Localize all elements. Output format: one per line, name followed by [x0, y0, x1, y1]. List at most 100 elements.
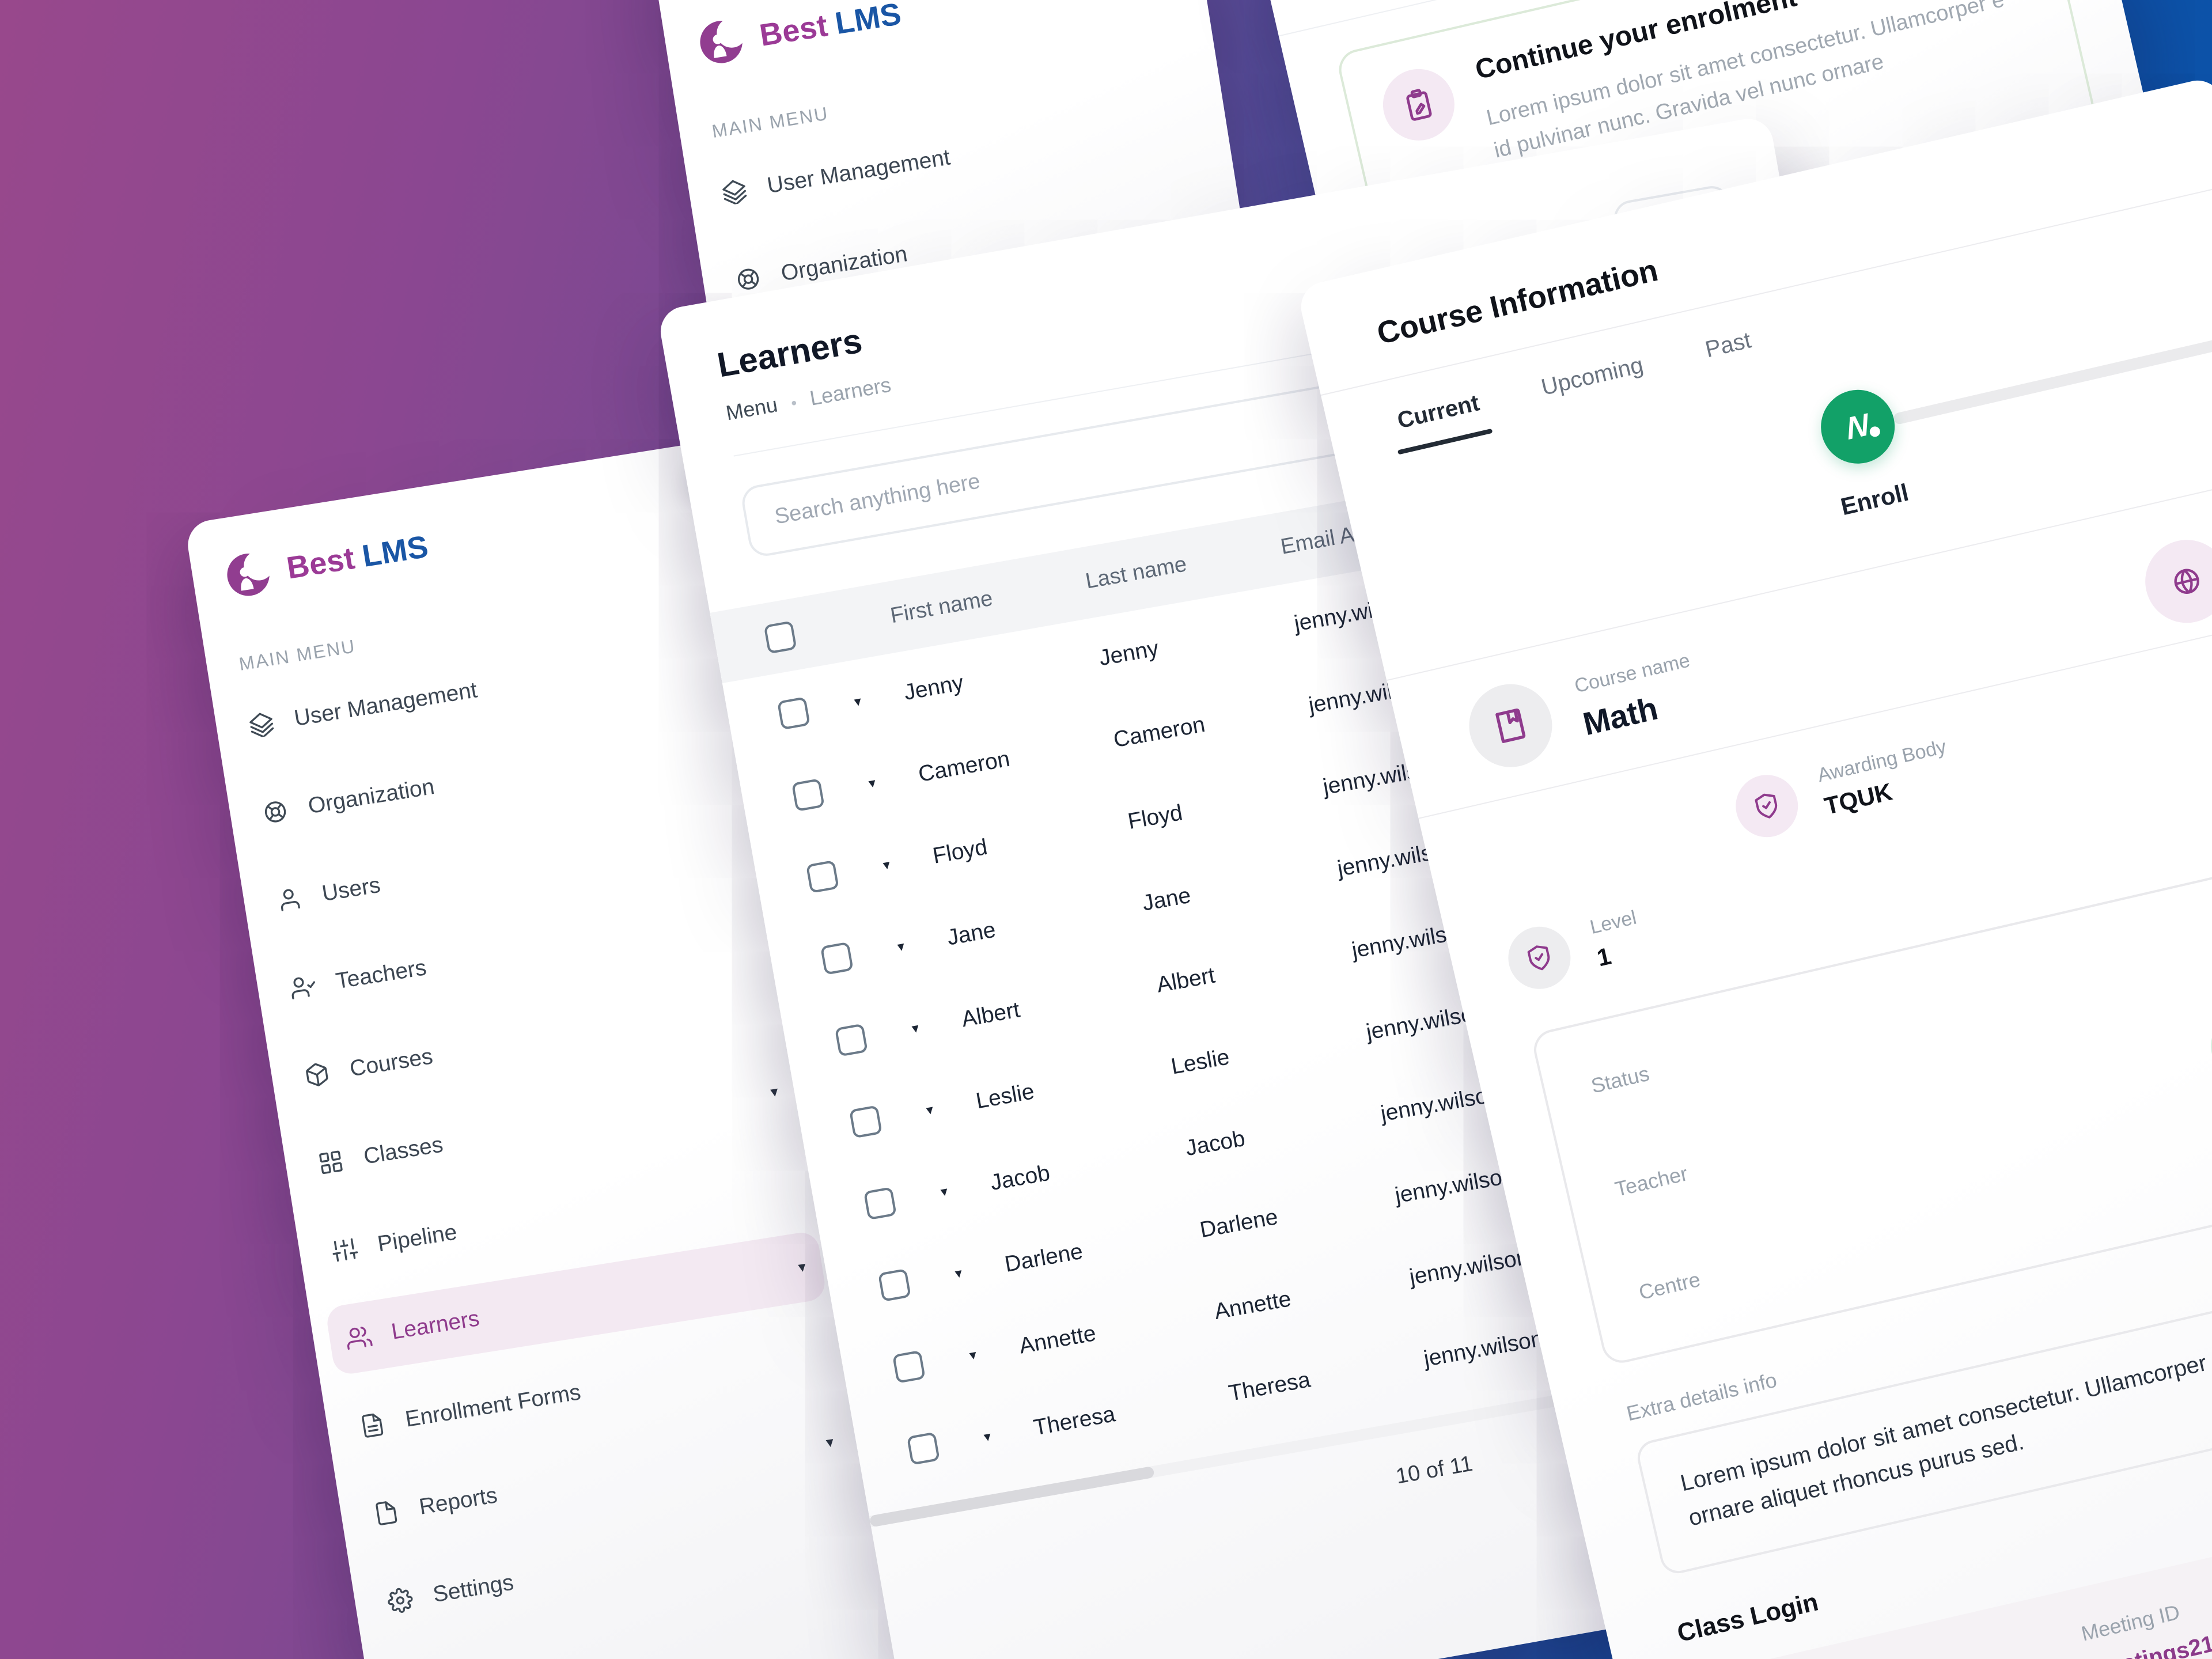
cell-first-name: Jane	[945, 916, 998, 950]
cell-first-name: Cameron	[916, 745, 1012, 787]
row-expand-icon[interactable]: ▾	[925, 1101, 935, 1119]
row-checkbox[interactable]	[805, 859, 839, 893]
row-expand-icon[interactable]: ▾	[968, 1346, 978, 1364]
breadcrumb-root[interactable]: Menu	[724, 393, 779, 425]
row-expand-icon[interactable]: ▾	[896, 938, 906, 955]
shield-check-icon	[1755, 793, 1778, 819]
back-menu-item-organization[interactable]: Organization	[714, 170, 1228, 318]
sidebar-item-label: Enrollment Forms	[403, 1379, 583, 1432]
row-checkbox[interactable]	[820, 941, 854, 975]
tab-upcoming[interactable]: Upcoming	[1539, 353, 1646, 401]
meeting-id-block: Meeting ID meetings212	[2079, 1592, 2212, 1659]
sidebar-item-label: Classes	[362, 1131, 445, 1169]
cell-last-name: Floyd	[1126, 800, 1185, 835]
sliders-icon	[332, 1238, 358, 1262]
row-expand-icon[interactable]: ▾	[867, 774, 877, 792]
meeting-link-label: Meeting Link	[1722, 1654, 1949, 1659]
sidebar-item-settings[interactable]: Settings	[366, 1493, 869, 1639]
sidebar-item-teachers[interactable]: Teachers	[269, 880, 771, 1026]
level-row: Level 1	[1502, 734, 2212, 995]
brand-word1: Best	[757, 7, 830, 52]
brand-crescent-icon	[700, 18, 747, 63]
brand-crescent-icon	[227, 551, 274, 596]
cell-last-name: Jenny	[1097, 635, 1161, 671]
row-checkbox[interactable]	[791, 778, 825, 812]
row-checkbox[interactable]	[863, 1186, 897, 1220]
meeting-link-block: Meeting Link https://zoom.com	[1722, 1654, 1959, 1659]
app-logo: Best LMS	[657, 0, 1206, 75]
cell-last-name: Leslie	[1169, 1044, 1232, 1080]
cell-last-name: Albert	[1154, 962, 1217, 998]
enroll-step-button[interactable]: N	[1813, 382, 1902, 471]
current-actions-card: Current Actions Continue your enrolment …	[1256, 0, 2186, 464]
cell-last-name: Theresa	[1226, 1366, 1313, 1406]
awarding-icon-badge	[1729, 768, 1804, 843]
sidebar-item-label: Teachers	[334, 955, 429, 994]
cell-first-name: Jenny	[902, 669, 965, 706]
chevron-down-icon[interactable]: ▾	[824, 1433, 835, 1452]
row-expand-icon[interactable]: ▾	[982, 1428, 993, 1445]
chevron-down-icon[interactable]: ▾	[769, 1082, 779, 1101]
sidebar-item-label: Organization	[306, 774, 437, 819]
awarding-body-row: Awarding Body TQUK	[1729, 640, 2212, 843]
book-icon	[1495, 709, 1526, 743]
cell-first-name: Albert	[959, 997, 1022, 1032]
lifebuoy-icon	[737, 268, 759, 290]
row-expand-icon[interactable]: ▾	[910, 1020, 921, 1037]
breadcrumb-current: Learners	[808, 373, 893, 410]
row-expand-icon[interactable]: ▾	[939, 1183, 949, 1200]
column-header-last-name[interactable]: Last name	[1084, 552, 1189, 594]
back-menu-item-user-management[interactable]: User Management	[700, 82, 1214, 230]
sidebar-item-user-management[interactable]: User Management	[228, 617, 730, 763]
language-badge[interactable]	[2137, 531, 2212, 631]
back-menu-item-label: User Management	[765, 144, 952, 199]
row-expand-icon[interactable]: ▾	[953, 1264, 964, 1282]
row-checkbox[interactable]	[834, 1022, 868, 1056]
sidebar-item-label: User Management	[292, 677, 479, 731]
sidebar-item-reports[interactable]: Reports ▾	[353, 1406, 855, 1552]
row-checkbox[interactable]	[892, 1349, 926, 1383]
file-text-icon	[362, 1413, 384, 1438]
sidebar-item-enrollment-forms[interactable]: Enrollment Forms	[339, 1318, 841, 1464]
row-checkbox[interactable]	[777, 696, 810, 730]
sidebar-item-classes[interactable]: Classes ▾	[297, 1055, 800, 1201]
sidebar-item-learners[interactable]: Learners ▾	[324, 1230, 827, 1377]
enrolment-icon-badge	[1376, 62, 1462, 148]
tab-past[interactable]: Past	[1703, 328, 1754, 363]
tab-current[interactable]: Current	[1395, 391, 1486, 453]
sidebar-item-label: Courses	[348, 1043, 435, 1082]
sidebar-item-organization[interactable]: Organization	[241, 704, 744, 851]
brand-word2: LMS	[832, 0, 904, 41]
cell-first-name: Annette	[1017, 1320, 1098, 1359]
row-expand-icon[interactable]: ▾	[853, 692, 863, 710]
continue-enrolment-item[interactable]: Continue your enrolment Lorem ipsum dolo…	[1335, 0, 2098, 286]
row-expand-icon[interactable]: ▾	[881, 856, 892, 874]
row-checkbox[interactable]	[849, 1104, 882, 1138]
app-logo: Best LMS	[184, 441, 721, 608]
sidebar-item-pipeline[interactable]: Pipeline	[311, 1142, 813, 1289]
enroll-provider-logo-icon: N	[1844, 406, 1871, 446]
course-name-row: Course name Math	[1461, 498, 2212, 776]
sidebar-item-label: Pipeline	[376, 1219, 459, 1257]
level-value: 1	[1594, 943, 1614, 972]
row-checkbox[interactable]	[906, 1431, 940, 1465]
box-icon	[306, 1063, 328, 1086]
sidebar-item-courses[interactable]: Courses	[283, 967, 786, 1113]
brand-word2: LMS	[359, 528, 431, 573]
chevron-down-icon[interactable]: ▾	[797, 1257, 808, 1276]
clipboard-edit-icon	[1406, 89, 1432, 121]
grid-icon	[319, 1150, 343, 1175]
cell-last-name: Darlene	[1198, 1204, 1280, 1243]
select-all-checkbox[interactable]	[763, 620, 797, 654]
file-icon	[376, 1501, 397, 1525]
background-sidebar-card: Best LMS MAIN MENU User Management Organi…	[622, 0, 1276, 521]
column-header-first-name[interactable]: First name	[888, 586, 995, 629]
cell-last-name: Cameron	[1111, 711, 1207, 753]
teacher-label: Teacher	[1612, 1161, 1690, 1200]
course-information-card: Course Information Current Upcoming Past…	[1296, 75, 2212, 1659]
lifebuoy-icon	[264, 801, 286, 823]
layers-icon	[249, 713, 274, 738]
layers-icon	[722, 180, 747, 205]
sidebar-item-users[interactable]: Users	[255, 792, 757, 938]
row-checkbox[interactable]	[877, 1268, 911, 1301]
